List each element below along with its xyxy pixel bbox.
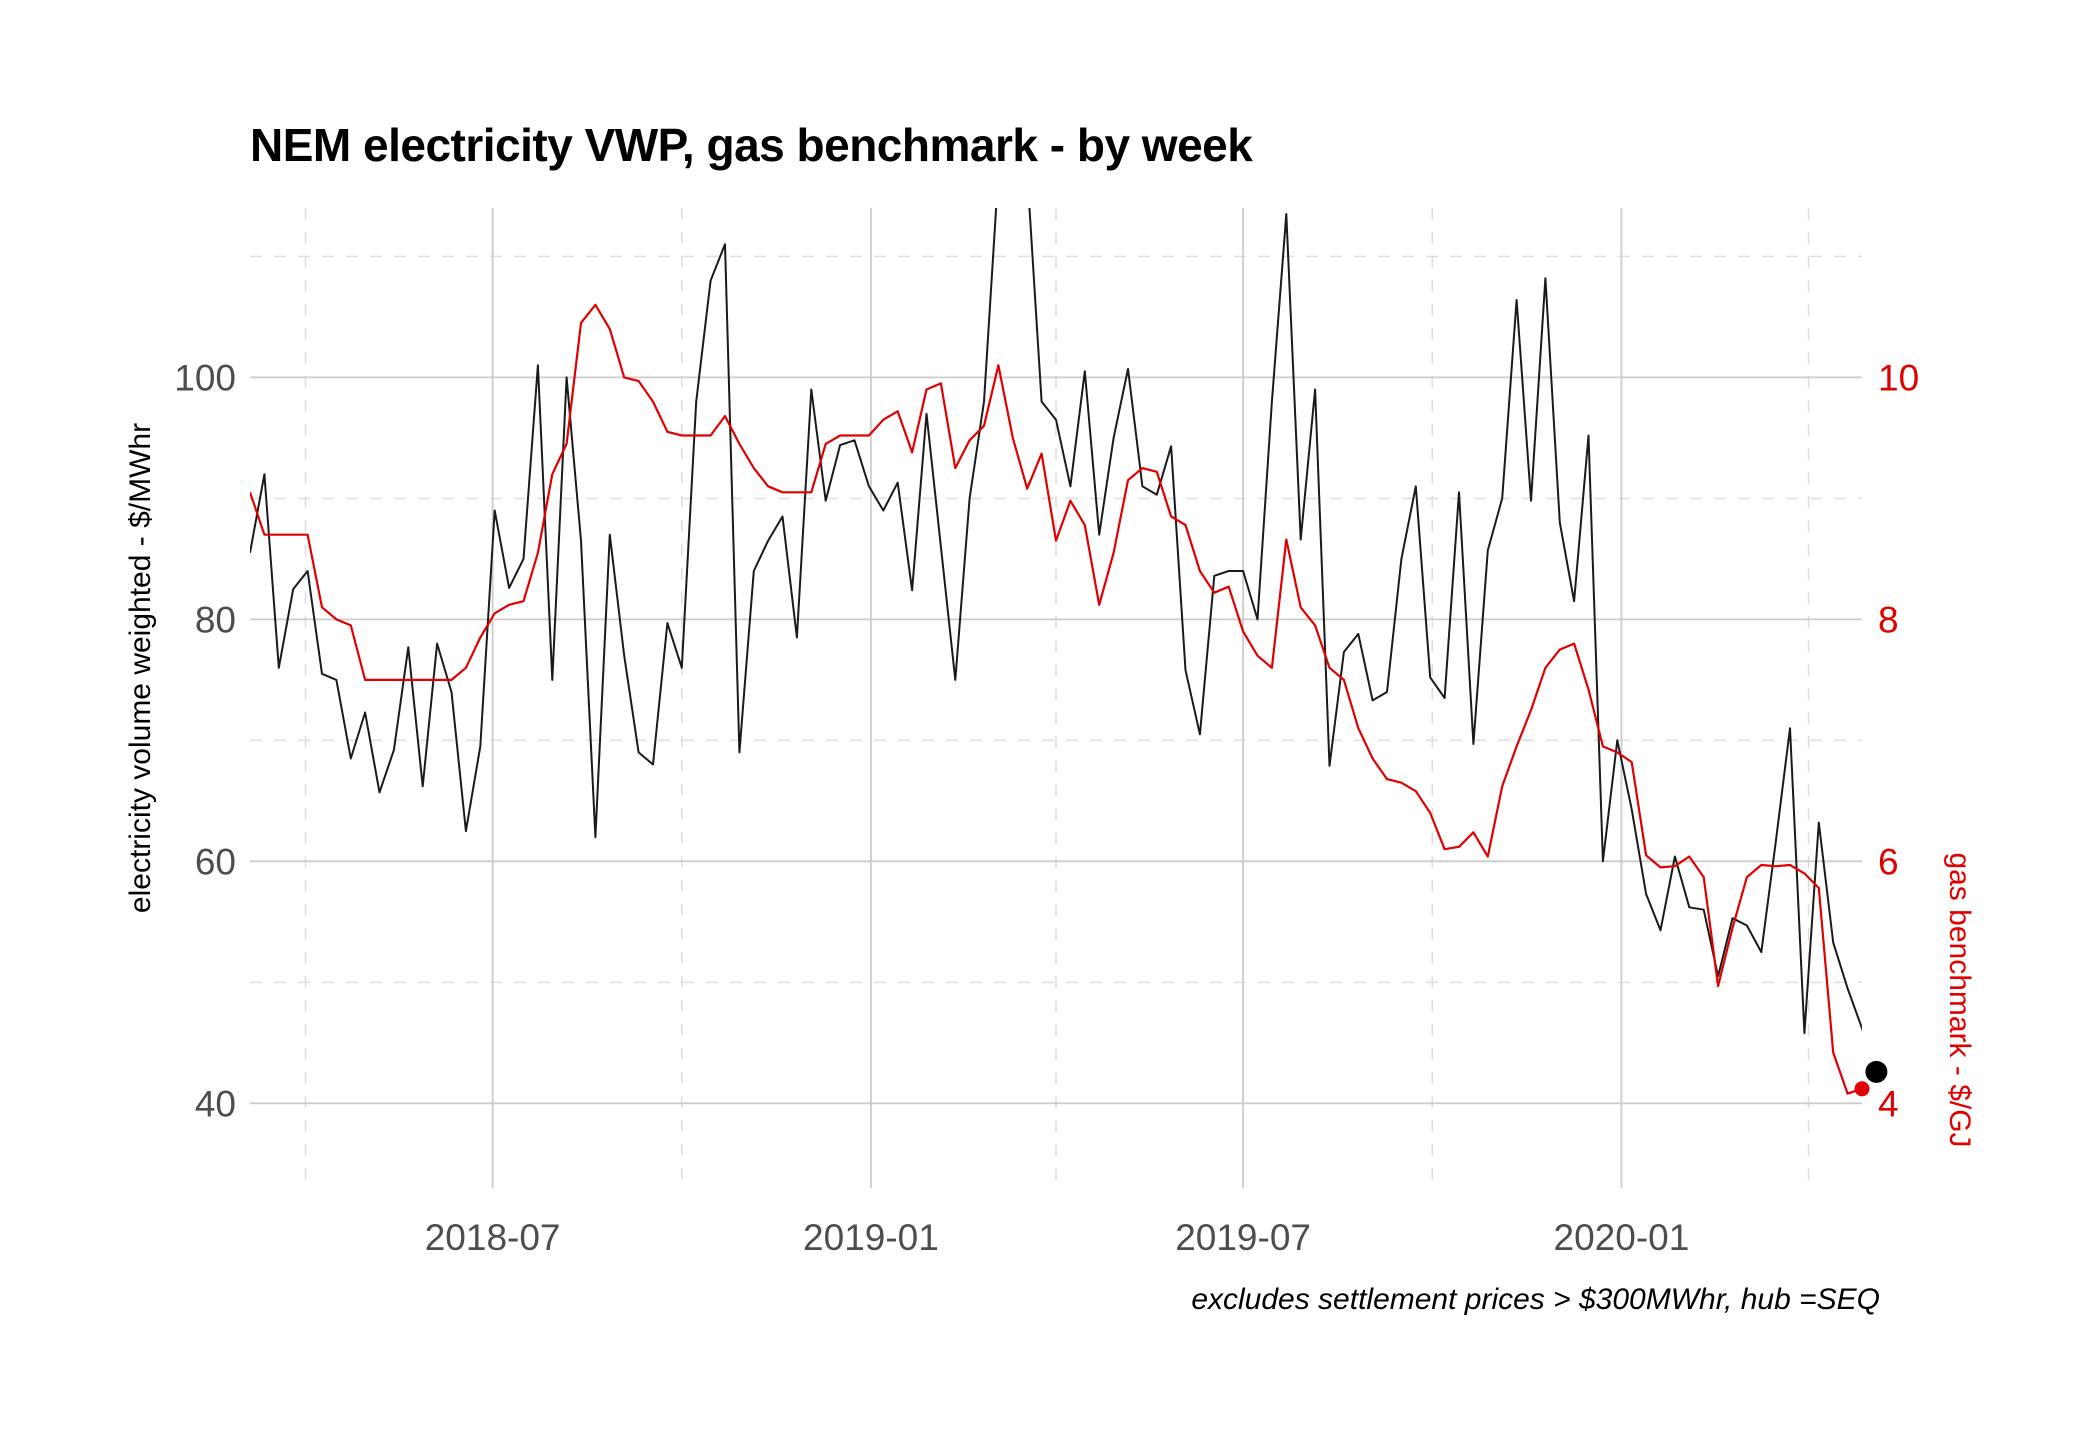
series-line-gas [250,303,1862,1095]
x-tick-label: 2019-07 [1175,1217,1311,1258]
end-point-electricity [1865,1060,1888,1083]
end-point-gas [1854,1081,1870,1097]
x-tick-label: 2019-01 [803,1217,939,1258]
series-line-electricity [250,208,1862,1035]
x-tick-label: 2020-01 [1554,1217,1690,1258]
x-tick-label: 2018-07 [425,1217,561,1258]
y-left-tick-label: 100 [174,357,236,398]
y-left-tick-label: 60 [195,841,236,882]
y-right-tick-label: 10 [1878,357,1919,398]
y-left-axis-title: electricity volume weighted - $/MWhr [124,423,157,913]
y-right-tick-label: 6 [1878,841,1899,882]
chart-caption: excludes settlement prices > $300MWhr, h… [1191,1283,1880,1316]
y-right-axis-title: gas benchmark - $/GJ [1943,852,1976,1147]
y-left-tick-label: 80 [195,599,236,640]
chart-title: NEM electricity VWP, gas benchmark - by … [250,119,1253,171]
y-left-tick-label: 40 [195,1083,236,1124]
y-right-tick-label: 8 [1878,599,1899,640]
y-right-tick-label: 4 [1878,1083,1899,1124]
